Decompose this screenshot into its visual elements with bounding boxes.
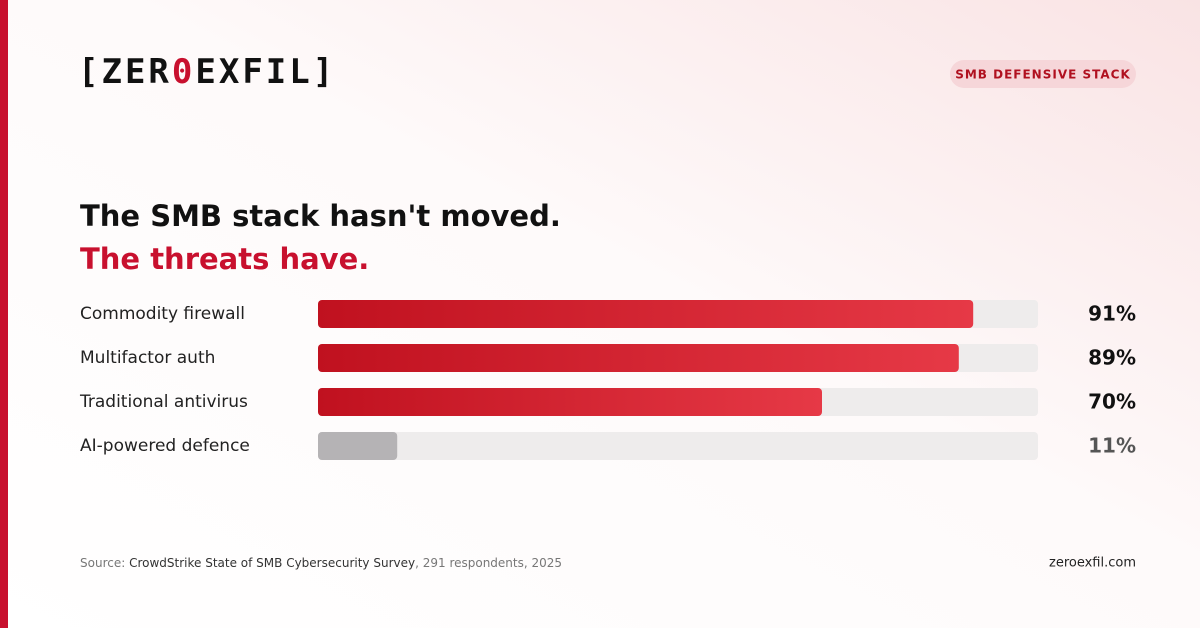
bar-chart: Commodity firewall 91% Multifactor auth 89%…	[79, 300, 1136, 460]
value-label: 89%	[1088, 346, 1136, 370]
bar	[318, 300, 974, 328]
category-label: Multifactor auth	[80, 348, 215, 368]
headline: The SMB stack hasn't moved.	[80, 199, 561, 233]
site: zeroexfil.com	[1049, 556, 1136, 571]
bar	[318, 432, 398, 460]
category-label: AI-powered defence	[80, 436, 250, 456]
value-label: 70%	[1088, 390, 1136, 414]
source: Source: CrowdStrike State of SMB Cyberse…	[80, 556, 562, 570]
bar	[318, 388, 822, 416]
headline-accent: The threats have.	[80, 242, 369, 276]
accent-stripe	[0, 0, 8, 628]
badge: SMB DEFENSIVE STACK	[955, 68, 1131, 82]
badge-background	[950, 60, 1136, 88]
logo: [ZER0EXFIL]	[78, 52, 336, 92]
category-label: Commodity firewall	[80, 304, 245, 324]
value-label: 91%	[1088, 302, 1136, 326]
value-label: 11%	[1088, 434, 1136, 458]
bar	[318, 344, 959, 372]
bar-track	[318, 432, 1038, 460]
category-label: Traditional antivirus	[79, 392, 248, 412]
